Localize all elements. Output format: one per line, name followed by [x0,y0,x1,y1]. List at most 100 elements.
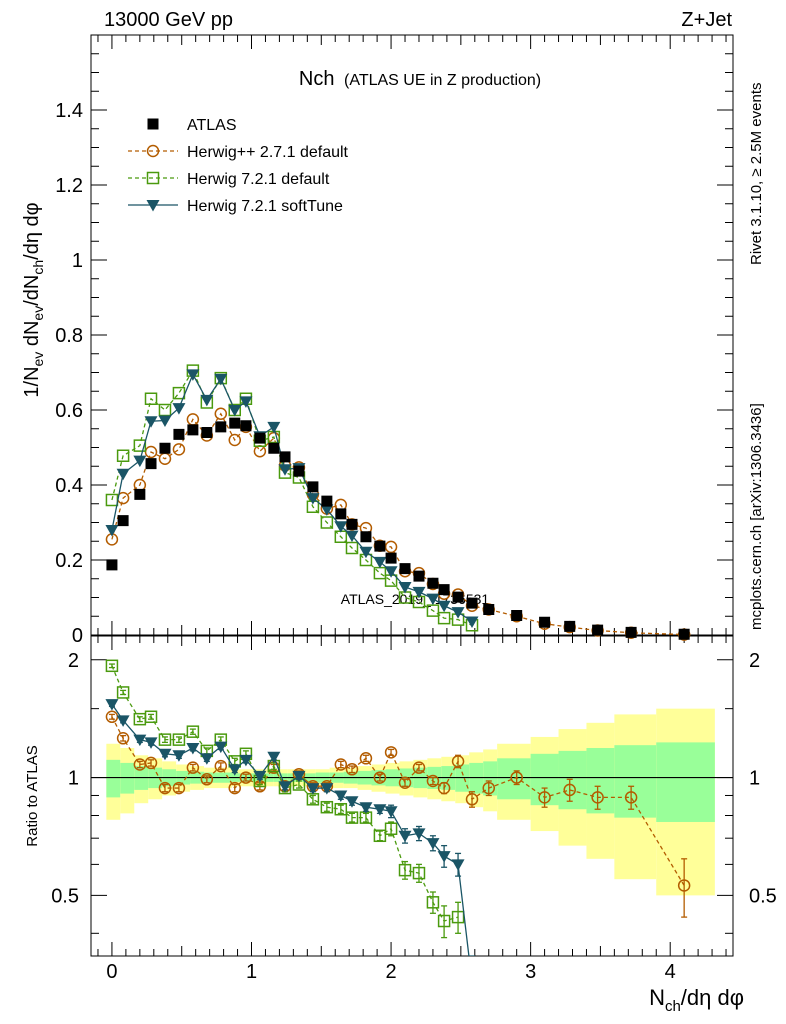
legend: ATLAS Herwig++ 2.7.1 default Herwig 7.2.1 … [128,117,349,215]
data-point [346,518,358,530]
ratio-point [116,715,130,727]
ratio-point [214,741,228,754]
data-point [359,546,373,559]
data-point [465,616,479,628]
ratio-point [538,791,551,804]
data-point [173,428,185,440]
data-point [592,624,604,636]
ratio-point [186,743,200,755]
data-point [159,442,171,454]
ratio-point [384,746,398,759]
data-point [240,420,252,432]
ratio-point [334,790,348,802]
legend-entry-herwig-7-2-1-default: Herwig 7.2.1 default [128,171,330,188]
ratio-point [144,737,158,749]
y-tick-label: 1.2 [55,175,83,197]
data-point [398,591,412,604]
data-point [105,525,119,537]
ratio-point [437,851,451,863]
ratio-point [563,783,576,797]
y-tick-label: 0.4 [55,475,83,497]
data-point [412,586,426,599]
data-point [399,563,411,575]
data-point [117,515,129,527]
plot-title: Nch (ATLAS UE in Z production) [299,68,541,90]
ratio-point [320,800,334,814]
ratio-point [398,863,412,877]
data-point [144,445,158,459]
series-line [111,369,473,626]
data-point [134,488,146,500]
ratio-series-herwig-7-2-1-softtune [105,699,476,956]
data-point [345,541,359,555]
data-point [345,530,359,543]
ratio-point [426,838,440,850]
data-point [321,495,333,507]
ratio-point [172,750,186,762]
ratio-plot-frame [90,635,734,957]
process-label: Z+Jet [681,9,732,31]
data-point [158,415,172,427]
ratio-point [482,781,496,795]
stat-band-segment [106,759,121,798]
data-point [452,591,464,603]
ratio-point [228,764,242,776]
ratio-point [426,774,440,788]
data-point [133,439,147,452]
y-tick-label: 0.8 [55,325,83,347]
ratio-point [144,756,158,770]
data-point [267,421,281,434]
data-point [229,417,241,429]
data-point [373,566,387,580]
data-point [133,455,147,468]
ratio-point [451,859,465,871]
x-tick-label: 4 [665,961,676,983]
data-point [437,600,451,613]
data-point [172,386,186,400]
data-point [144,416,158,428]
ratio-y-tick-label-right: 1 [749,768,760,790]
ratio-point [345,811,359,824]
legend-entry-herwig-7-2-1-softtune: Herwig 7.2.1 softTune [128,198,343,215]
data-point [334,521,348,533]
ratio-point [186,725,200,738]
ratio-point [239,771,253,784]
ratio-series-line [111,665,459,922]
ratio-point [359,802,373,814]
data-point [320,516,334,529]
data-point [373,556,387,569]
data-point [214,373,228,386]
ratio-point [345,763,359,776]
ratio-y-axis-label: Ratio to ATLAS [24,745,41,846]
data-point [106,559,118,571]
data-point [200,394,214,407]
x-tick-label: 1 [246,961,257,983]
ratio-point [677,879,691,892]
data-point [384,540,398,554]
ratio-point [465,793,479,806]
ratio-point [451,755,465,768]
ratio-point [278,781,292,793]
data-point [172,443,186,456]
ratio-point [158,733,172,746]
legend-label: Herwig 7.2.1 default [187,171,330,188]
ratio-point [398,830,412,843]
stat-band-segment [558,750,587,810]
data-point [426,604,440,617]
ratio-y-tick-label: 1 [68,768,79,790]
ratio-point [320,783,334,795]
ratio-point [158,781,172,795]
ratio-point [172,733,186,746]
x-tick-label: 0 [106,961,117,983]
data-point [239,396,253,408]
data-point [306,493,320,505]
y-tick-label: 0.6 [55,400,83,422]
data-point [625,626,637,638]
y-tick-label: 0 [72,625,83,647]
data-point [116,449,130,462]
ratio-point [373,829,387,843]
ratio-point [510,771,523,784]
legend-marker [146,144,160,158]
data-point [427,577,439,589]
ratio-point [116,732,130,745]
